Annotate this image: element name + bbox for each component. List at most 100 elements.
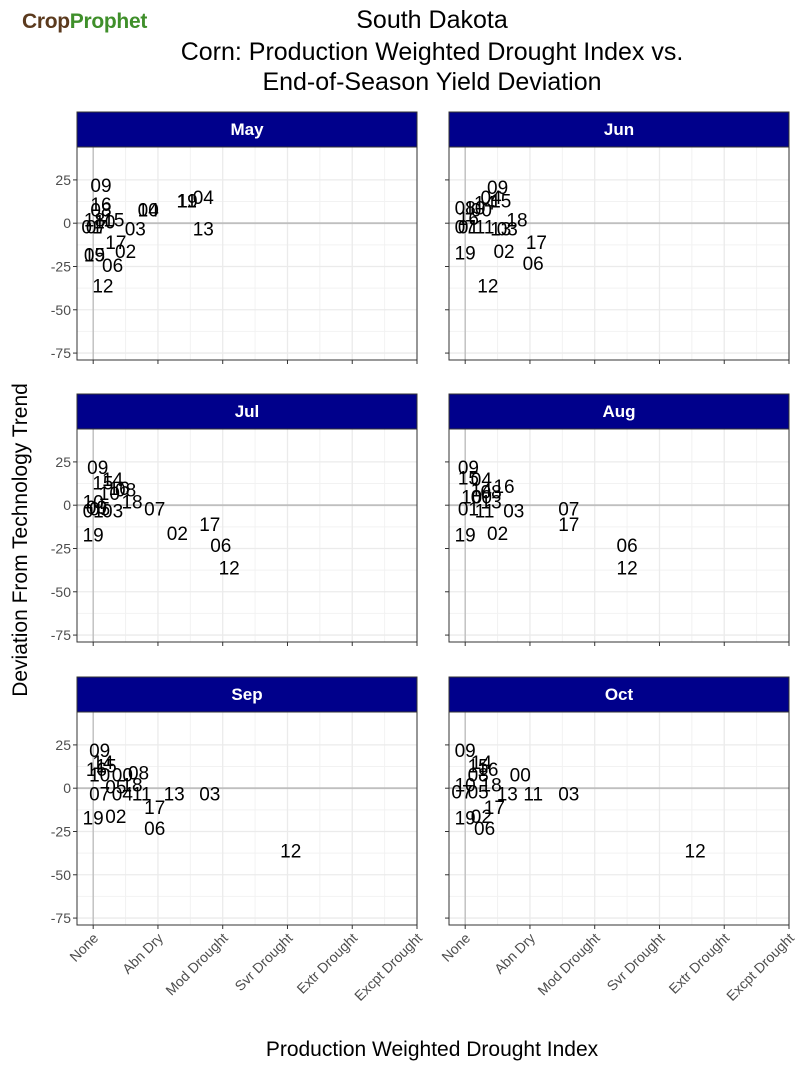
point-label-may: 11 <box>177 192 197 213</box>
point-label-may: 15 <box>103 211 124 232</box>
y-tick-label: 0 <box>63 215 71 231</box>
point-label-aug: 08 <box>481 482 502 503</box>
point-label-jun: 14 <box>474 193 496 214</box>
x-tick-label: Excpt Drought <box>723 930 797 1004</box>
point-label-jun: 00 <box>471 200 492 221</box>
point-label-sep: 14 <box>92 753 114 774</box>
point-label-jul: 01 <box>83 501 104 522</box>
point-label-oct: 12 <box>685 842 706 863</box>
point-label-aug: 02 <box>487 524 508 545</box>
strip-sep <box>76 676 418 713</box>
y-tick-label: -75 <box>51 910 71 926</box>
y-tick-label: 0 <box>63 497 71 513</box>
y-tick-label: -25 <box>51 823 71 839</box>
y-tick-label: -50 <box>51 867 71 883</box>
point-label-oct: 02 <box>471 807 492 828</box>
point-label-jul: 07 <box>144 500 165 521</box>
x-tick-label: Extr Drought <box>665 930 732 997</box>
point-label-jun: 10 <box>464 199 485 220</box>
point-label-jun: 06 <box>523 254 544 275</box>
point-label-oct: 00 <box>510 765 531 786</box>
point-label-jul: 10 <box>83 493 104 514</box>
x-tick-label: Abn Dry <box>119 930 166 977</box>
point-label-sep: 13 <box>164 784 185 805</box>
y-tick-label: 0 <box>63 780 71 796</box>
y-tick-label: 25 <box>55 737 71 753</box>
point-label-may: 08 <box>90 200 111 221</box>
point-label-aug: 19 <box>455 526 476 547</box>
point-label-sep: 07 <box>89 784 110 805</box>
point-label-sep: 03 <box>199 784 220 805</box>
point-label-may: 14 <box>138 200 160 221</box>
panel-bg-aug <box>449 429 789 642</box>
point-label-sep: 08 <box>128 764 149 785</box>
point-label-may: 12 <box>92 277 113 298</box>
x-tick-label: Excpt Drought <box>351 930 425 1004</box>
panel-bg-may <box>77 147 417 360</box>
point-label-aug: 01 <box>458 500 479 521</box>
point-label-oct: 06 <box>474 819 495 840</box>
point-label-oct: 09 <box>455 741 476 762</box>
point-label-oct: 16 <box>477 760 498 781</box>
panel-bg-jun <box>449 147 789 360</box>
strip-label-oct: Oct <box>605 685 634 704</box>
point-label-jun: 15 <box>490 192 511 213</box>
point-label-jul: 02 <box>167 524 188 545</box>
point-label-oct: 14 <box>471 753 493 774</box>
point-label-sep: 09 <box>89 741 110 762</box>
point-label-sep: 11 <box>132 784 152 805</box>
point-label-jul: 03 <box>102 501 123 522</box>
point-label-aug: 04 <box>471 470 493 491</box>
point-label-may: 05 <box>84 245 105 266</box>
x-tick-label: None <box>66 930 101 965</box>
point-label-sep: 00 <box>112 765 133 786</box>
point-label-oct: 13 <box>497 784 518 805</box>
panel-bg-sep <box>77 712 417 925</box>
point-label-jul: 06 <box>210 536 231 557</box>
point-label-oct: 07 <box>451 783 472 804</box>
panel-bg-jul <box>77 429 417 642</box>
point-label-jul: 19 <box>83 526 104 547</box>
y-tick-label: -75 <box>51 345 71 361</box>
y-tick-label: -25 <box>51 540 71 556</box>
logo-part-crop: Crop <box>22 10 70 33</box>
point-label-sep: 06 <box>144 819 165 840</box>
point-label-jun: 12 <box>477 277 498 298</box>
point-label-sep: 05 <box>105 777 126 798</box>
x-axis-title: Production Weighted Drought Index <box>266 1038 599 1061</box>
point-label-aug: 13 <box>481 493 502 514</box>
point-label-oct: 11 <box>523 784 543 805</box>
point-label-aug: 03 <box>503 501 524 522</box>
point-label-jun: 07 <box>455 218 476 239</box>
point-label-jul: 16 <box>109 479 130 500</box>
strip-oct <box>448 676 790 713</box>
strip-label-may: May <box>230 120 264 139</box>
point-label-sep: 16 <box>86 760 107 781</box>
point-label-jul: 15 <box>92 474 113 495</box>
point-label-jul: 17 <box>199 515 220 536</box>
point-label-jun: 13 <box>490 219 511 240</box>
point-label-may: 17 <box>105 233 126 254</box>
chart-title-line-2: Corn: Production Weighted Drought Index … <box>181 38 684 66</box>
point-label-jun: 17 <box>526 233 547 254</box>
strip-label-sep: Sep <box>231 685 262 704</box>
point-label-aug: 12 <box>617 559 638 580</box>
point-label-aug: 14 <box>471 481 493 502</box>
point-label-jun: 04 <box>481 188 503 209</box>
x-tick-label: Mod Drought <box>534 930 603 999</box>
strip-label-jun: Jun <box>604 120 634 139</box>
strip-label-aug: Aug <box>602 402 635 421</box>
strip-jun <box>448 111 790 148</box>
point-label-may: 00 <box>138 200 159 221</box>
point-label-jul: 00 <box>86 498 107 519</box>
strip-label-jul: Jul <box>235 402 260 421</box>
point-label-aug: 11 <box>475 501 495 522</box>
point-label-sep: 02 <box>105 807 126 828</box>
point-label-jul: 10 <box>99 484 120 505</box>
point-label-jun: 19 <box>455 244 476 265</box>
point-label-oct: 05 <box>468 783 489 804</box>
point-label-oct: 19 <box>455 809 476 830</box>
strip-may <box>76 111 418 148</box>
x-tick-label: Svr Drought <box>603 930 667 994</box>
